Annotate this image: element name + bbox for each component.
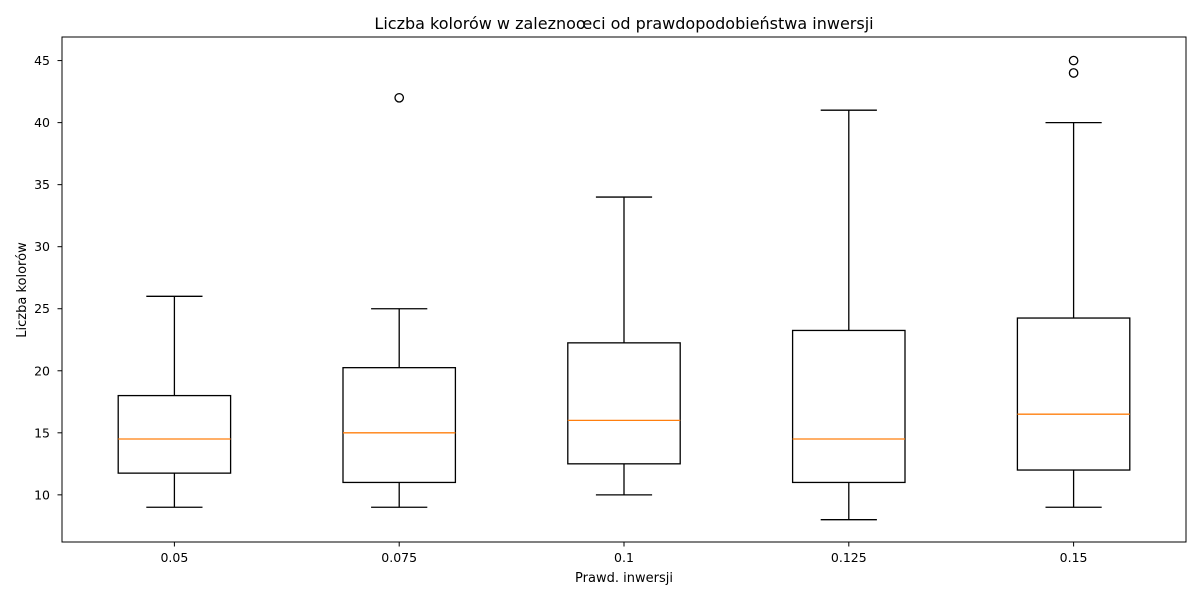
- box-group-0.075: [343, 94, 455, 508]
- y-tick-label: 15: [34, 425, 50, 440]
- iqr-box: [343, 368, 455, 483]
- y-tick-label: 25: [34, 301, 50, 316]
- iqr-box: [1017, 318, 1129, 470]
- chart-title: Liczba kolorów w zaleznoœci od prawdopod…: [374, 14, 873, 33]
- y-tick-label: 20: [34, 363, 50, 378]
- box-group-0.125: [793, 110, 905, 519]
- iqr-box: [118, 396, 230, 474]
- x-axis: 0.05 0.075 0.1 0.125 0.15: [160, 542, 1087, 565]
- y-axis: 10 15 20 25 30 35 40 45: [34, 53, 62, 502]
- outlier-point: [395, 94, 403, 102]
- iqr-box: [793, 330, 905, 482]
- x-tick-label: 0.075: [381, 550, 417, 565]
- y-tick-label: 45: [34, 53, 50, 68]
- outlier-point: [1069, 69, 1077, 77]
- y-tick-label: 10: [34, 487, 50, 502]
- iqr-box: [568, 343, 680, 464]
- y-tick-label: 35: [34, 177, 50, 192]
- y-tick-label: 40: [34, 115, 50, 130]
- outlier-point: [1069, 56, 1077, 64]
- box-group-0.15: [1017, 56, 1129, 507]
- x-tick-label: 0.1: [614, 550, 634, 565]
- box-group-0.05: [118, 296, 230, 507]
- x-tick-label: 0.15: [1060, 550, 1088, 565]
- y-axis-label: Liczba kolorów: [15, 242, 30, 338]
- x-axis-label: Prawd. inwersji: [575, 571, 673, 586]
- x-tick-label: 0.125: [831, 550, 867, 565]
- box-group-0.1: [568, 197, 680, 495]
- plot-area: [118, 56, 1130, 519]
- x-tick-label: 0.05: [160, 550, 188, 565]
- y-tick-label: 30: [34, 239, 50, 254]
